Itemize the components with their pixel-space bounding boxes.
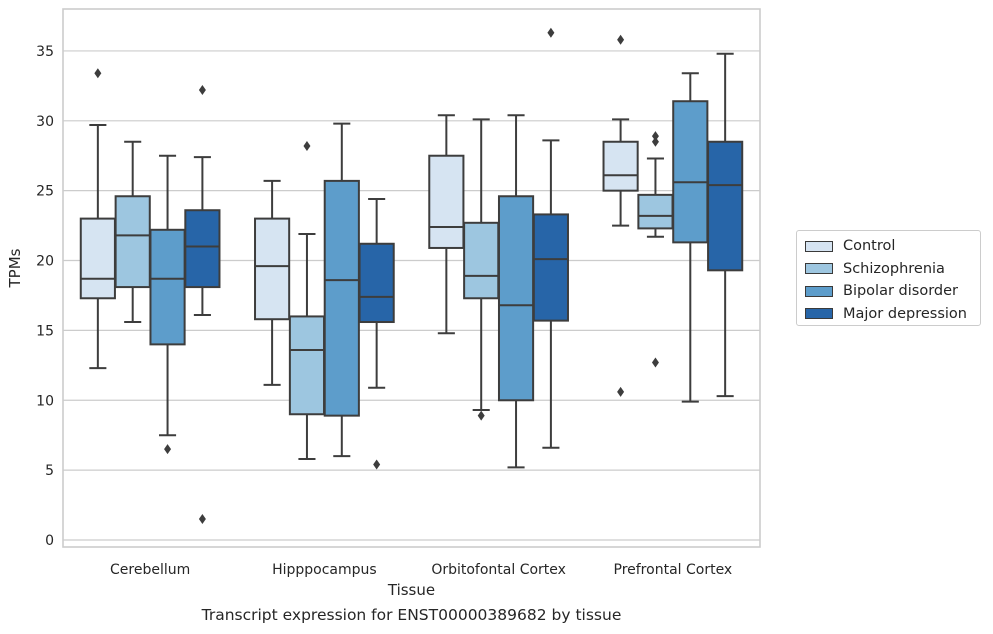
outlier-marker	[651, 136, 659, 147]
y-tick-label: 20	[36, 254, 54, 270]
box	[254, 217, 291, 321]
box	[672, 100, 709, 244]
outlier-marker	[651, 357, 659, 368]
outlier-marker	[94, 68, 102, 79]
box-group	[254, 179, 291, 386]
box-group	[463, 118, 500, 421]
legend-swatch	[805, 263, 833, 275]
box-group	[428, 114, 465, 335]
box-group	[707, 52, 744, 398]
legend-swatch	[805, 285, 833, 297]
outlier-marker	[198, 85, 206, 96]
legend-item: Control	[805, 235, 972, 258]
outlier-marker	[617, 386, 625, 397]
box	[497, 195, 535, 402]
box	[463, 221, 500, 300]
legend-label: Bipolar disorder	[843, 283, 958, 300]
x-tick-label: Cerebellum	[110, 562, 190, 578]
y-tick-label: 5	[45, 463, 54, 479]
outlier-marker	[198, 514, 206, 525]
y-tick-label: 0	[45, 533, 54, 549]
legend-swatch	[805, 240, 833, 252]
box	[149, 228, 186, 346]
legend: Control Schizophrenia Bipolar disorder Majo…	[796, 230, 981, 326]
outlier-marker	[164, 444, 172, 455]
box	[288, 315, 326, 416]
legend-label: Control	[843, 238, 896, 255]
box	[428, 154, 465, 249]
box	[184, 209, 221, 289]
box-group	[637, 131, 674, 368]
box	[79, 217, 116, 300]
y-tick-label: 30	[36, 114, 54, 130]
box	[707, 140, 744, 272]
y-tick-label: 10	[36, 393, 54, 409]
legend-label: Major depression	[843, 305, 967, 322]
legend-swatch	[805, 308, 833, 320]
box	[602, 140, 639, 192]
plot-area-frame	[62, 8, 761, 548]
box-group	[602, 34, 639, 397]
y-tick-labels: 0 5 10 15 20 25 30 35	[36, 44, 54, 549]
boxes	[79, 27, 744, 525]
box	[358, 242, 395, 324]
outlier-marker	[477, 410, 485, 421]
outlier-marker	[547, 27, 555, 38]
box-group	[149, 154, 186, 455]
box-group	[497, 114, 535, 469]
box-group	[672, 72, 709, 403]
legend-label: Schizophrenia	[843, 260, 945, 277]
x-tick-label: Orbitofontal Cortex	[431, 562, 566, 578]
y-tick-label: 15	[36, 323, 54, 339]
outlier-marker	[303, 140, 311, 151]
box-group	[323, 122, 360, 458]
y-axis-title: TPMs	[6, 248, 24, 288]
box-group	[79, 68, 116, 370]
outlier-marker	[617, 34, 625, 45]
box-group	[532, 27, 569, 449]
x-tick-labels: Cerebellum Hipppocampus Orbitofontal Corte…	[110, 562, 732, 578]
outlier-marker	[651, 131, 659, 142]
legend-item: Schizophrenia	[805, 258, 972, 281]
legend-item: Bipolar disorder	[805, 280, 972, 303]
box-group	[184, 85, 221, 525]
outlier-marker	[373, 459, 381, 470]
box-group	[114, 140, 151, 324]
box-group	[288, 140, 326, 460]
x-tick-label: Hipppocampus	[272, 562, 377, 578]
x-axis-title: Tissue	[387, 581, 435, 599]
box	[114, 195, 151, 289]
legend-item: Major depression	[805, 303, 972, 326]
chart-caption: Transcript expression for ENST0000038968…	[201, 606, 622, 624]
x-tick-label: Prefrontal Cortex	[614, 562, 733, 578]
y-tick-label: 25	[36, 184, 54, 200]
box-group	[358, 198, 395, 470]
box	[637, 193, 674, 230]
y-tick-label: 35	[36, 44, 54, 60]
box	[323, 179, 360, 417]
box	[532, 213, 569, 322]
